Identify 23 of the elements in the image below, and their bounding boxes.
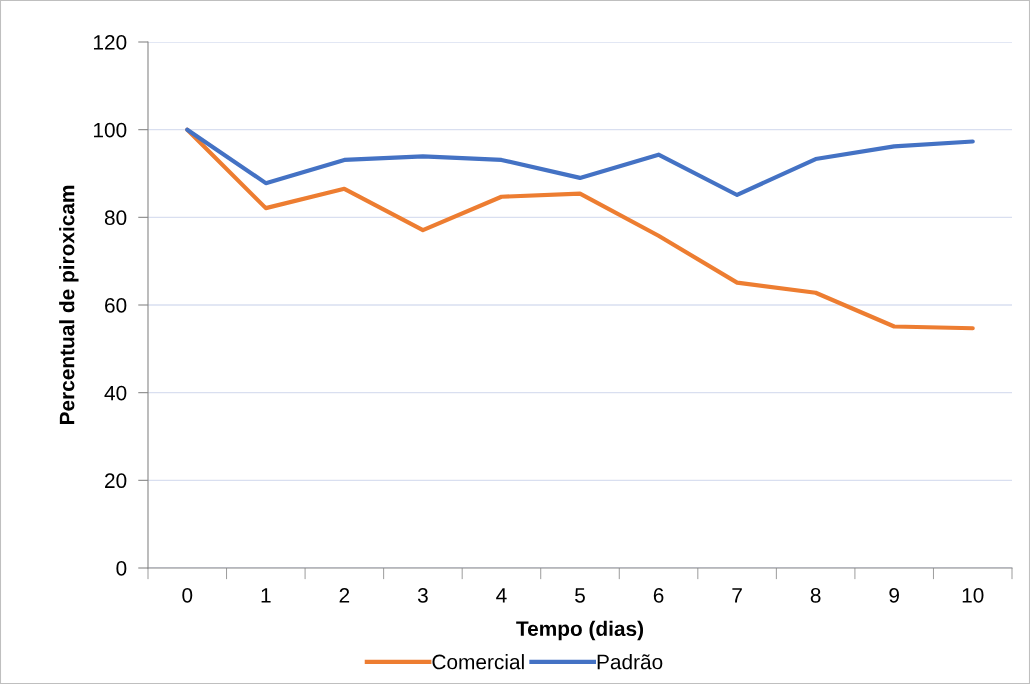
x-tick-label: 4 <box>496 588 507 603</box>
y-axis-title: Percentual de piroxicam <box>59 185 79 425</box>
y-tick-label: 20 <box>105 473 127 489</box>
x-tick-label: 0 <box>182 587 193 603</box>
x-tick-label: 8 <box>810 587 821 603</box>
line-series <box>185 127 975 198</box>
x-tick-label: 9 <box>889 587 899 603</box>
x-tick-label: 6 <box>653 587 664 603</box>
x-tick-label: 3 <box>417 587 428 603</box>
y-tick-label: 60 <box>105 298 127 313</box>
x-tick-label: 10 <box>962 587 984 603</box>
x-tick-label: 2 <box>339 587 350 603</box>
legend-label: Comercial <box>432 654 524 670</box>
y-tick-label: 40 <box>104 385 127 401</box>
x-tick-label: 7 <box>732 588 742 603</box>
y-tick-label: 120 <box>94 35 127 50</box>
x-tick-label: 1 <box>261 588 271 603</box>
y-tick-label: 80 <box>104 210 127 226</box>
x-tick-label: 5 <box>575 588 585 603</box>
y-tick-label: 0 <box>116 561 127 576</box>
legend-label: Padrão <box>597 654 663 670</box>
y-tick-label: 100 <box>94 122 127 138</box>
x-axis-title: Tempo (dias) <box>516 620 644 641</box>
